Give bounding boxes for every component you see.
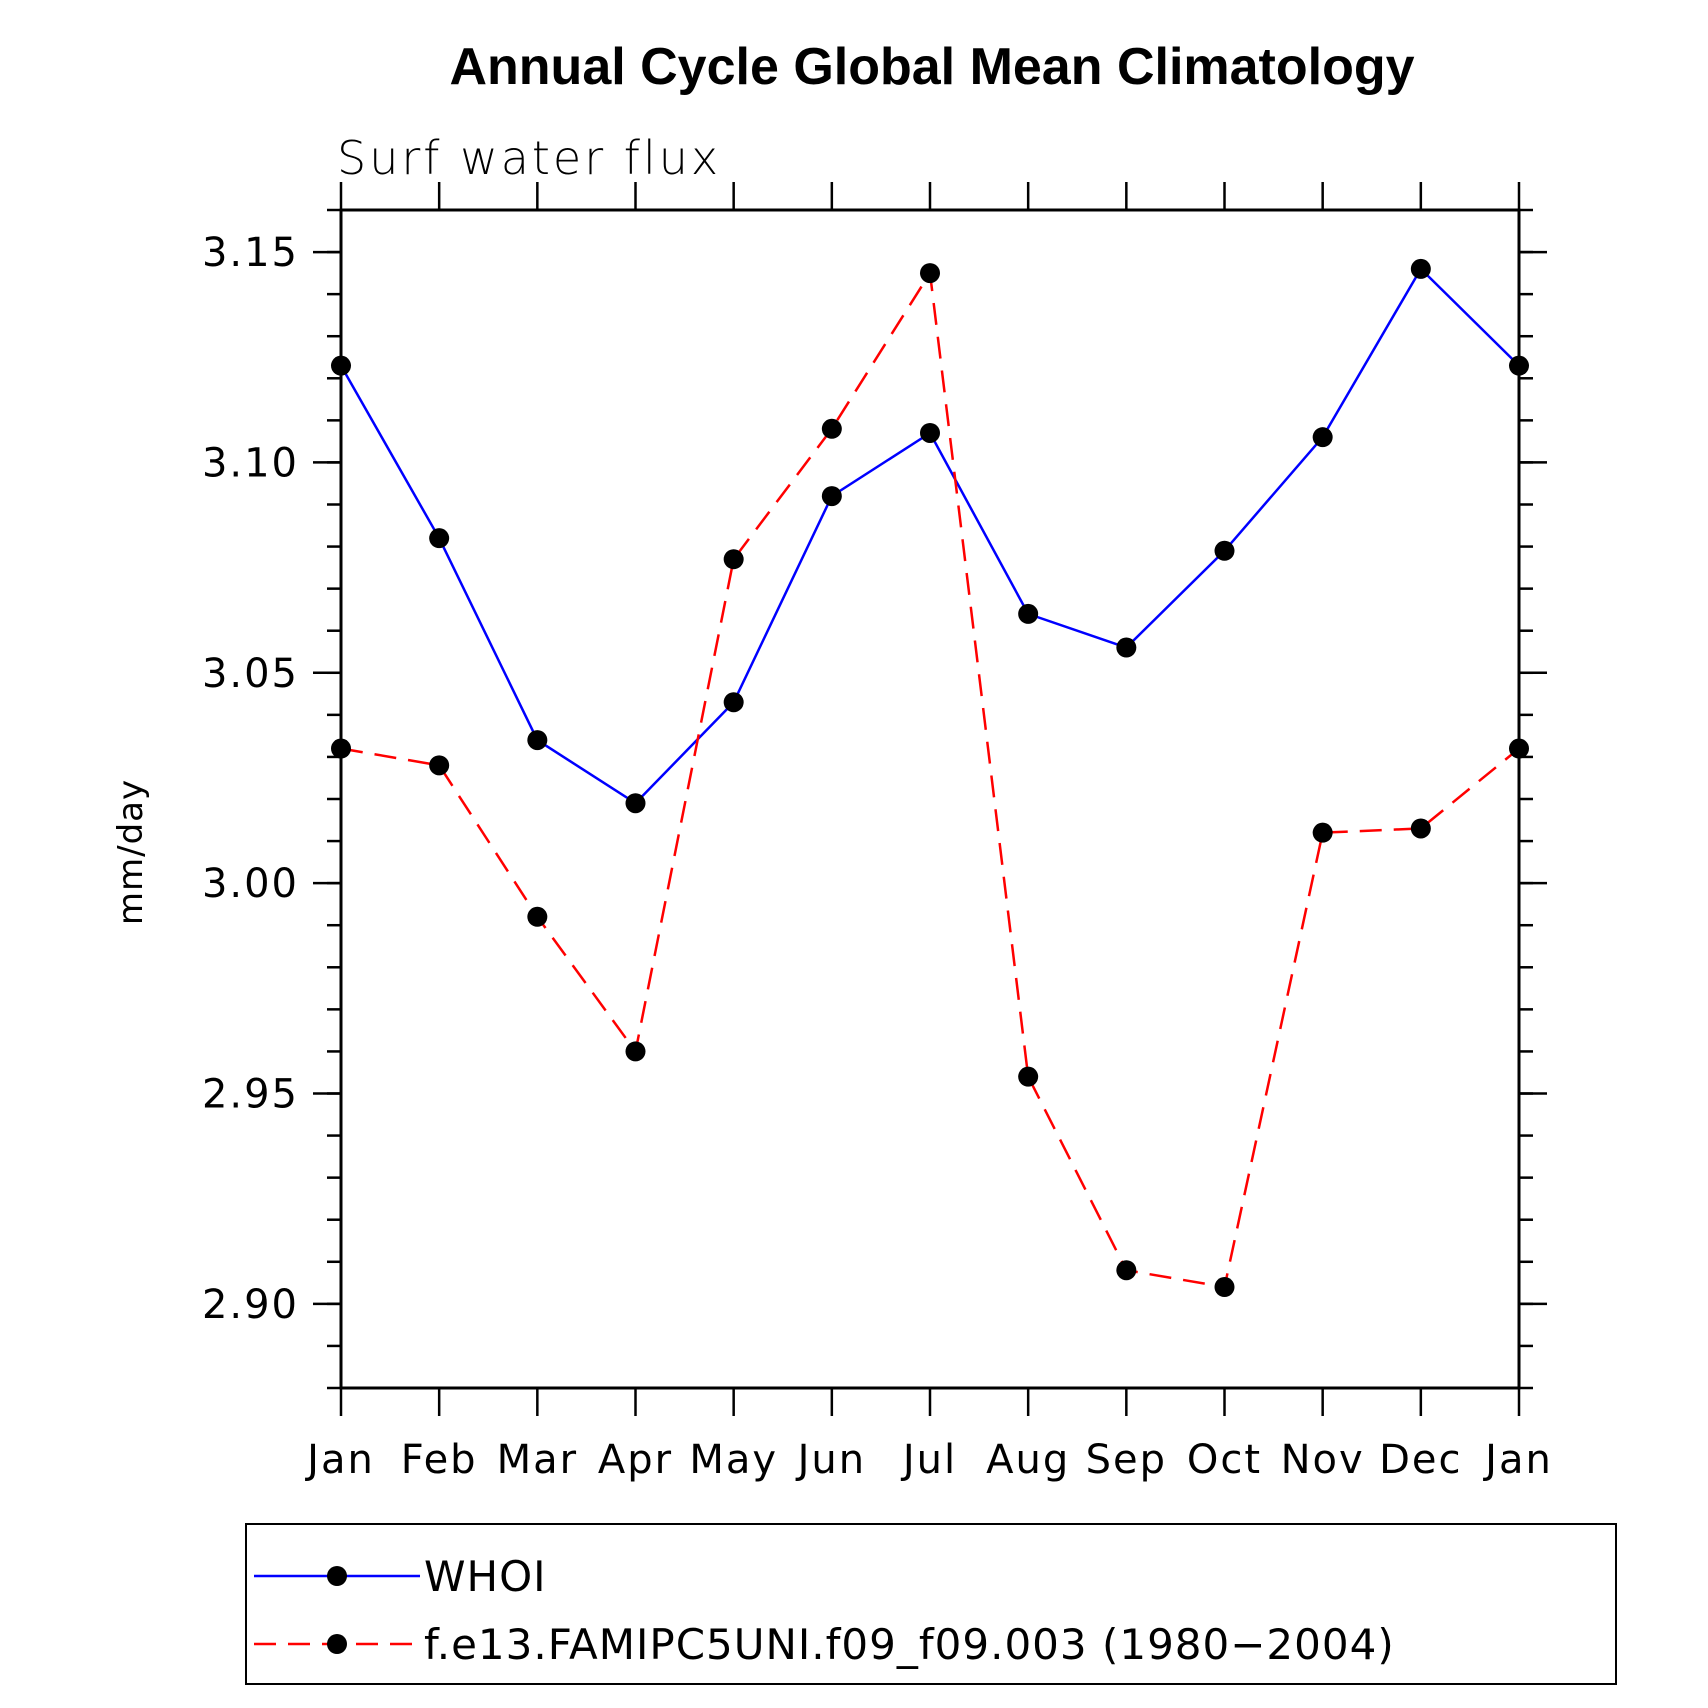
x-tick-label: Dec <box>1379 1437 1462 1483</box>
series-0-point <box>1312 427 1333 448</box>
x-tick-labels: Jan Feb Mar Apr May Jun Jul Aug Sep Oct Nov Dec Jan <box>304 1437 1553 1483</box>
x-tick-label: Aug <box>986 1437 1070 1483</box>
y-tick-labels: 2.90 2.95 3.00 3.05 3.10 3.15 <box>202 230 299 1328</box>
chart-title: Annual Cycle Global Mean Climatology <box>449 38 1414 96</box>
x-tick-label: Jul <box>900 1437 957 1483</box>
legend: WHOI f.e13.FAMIPC5UNI.f09_f09.003 (1980−2… <box>245 1523 1617 1685</box>
legend-box <box>245 1523 1617 1685</box>
series-0-point <box>1018 603 1039 624</box>
legend-label-0: WHOI <box>424 1552 547 1601</box>
series-1-point <box>429 755 450 776</box>
x-tick-label: Feb <box>401 1437 478 1483</box>
series-1-point <box>1410 818 1431 839</box>
series-0-point <box>527 730 548 751</box>
x-tick-label: May <box>689 1437 778 1483</box>
series-0-point <box>920 422 940 443</box>
chart-subtitle: Surf water flux <box>337 131 721 185</box>
legend-label-1: f.e13.FAMIPC5UNI.f09_f09.003 (1980−2004) <box>424 1620 1395 1669</box>
series-1-point <box>821 418 842 439</box>
legend-marker-0 <box>327 1566 347 1586</box>
series-0-point <box>1410 258 1431 279</box>
y-tick-label: 3.15 <box>202 230 299 276</box>
series-1-point <box>723 549 744 570</box>
series-1-point <box>1312 822 1333 843</box>
series-1-point <box>527 906 548 927</box>
y-tick-label: 2.90 <box>202 1282 299 1328</box>
x-tick-label: Oct <box>1187 1437 1262 1483</box>
y-tick-label: 3.00 <box>202 861 299 907</box>
series-1-point <box>625 1041 646 1062</box>
y-tick-label: 3.05 <box>202 651 299 697</box>
x-tick-label: Jan <box>1482 1437 1553 1483</box>
legend-marker-1 <box>327 1634 347 1654</box>
series-1-point <box>1018 1066 1039 1087</box>
y-tick-label: 3.10 <box>202 440 299 486</box>
x-tick-label: Mar <box>497 1437 578 1483</box>
x-tick-label: Apr <box>598 1437 673 1483</box>
x-tick-label: Nov <box>1281 1437 1365 1483</box>
series-0-point <box>723 692 744 713</box>
series-0-point <box>1116 637 1137 658</box>
plot-frame <box>339 208 1521 1390</box>
x-tick-label: Jun <box>795 1437 867 1483</box>
series-layer <box>331 258 1529 1298</box>
series-0-point <box>429 528 450 549</box>
series-1-point <box>1214 1277 1235 1298</box>
axis-ticks <box>313 182 1547 1416</box>
series-0-point <box>625 793 646 814</box>
x-tick-label: Sep <box>1086 1437 1167 1483</box>
series-1-point <box>920 263 940 284</box>
series-0-point <box>821 486 842 507</box>
x-tick-label: Jan <box>304 1437 375 1483</box>
series-1-point <box>1116 1260 1137 1281</box>
series-line-0 <box>339 266 1520 805</box>
y-axis-label: mm/day <box>111 779 151 925</box>
series-0-point <box>1214 540 1235 561</box>
y-tick-label: 2.95 <box>202 1072 299 1118</box>
